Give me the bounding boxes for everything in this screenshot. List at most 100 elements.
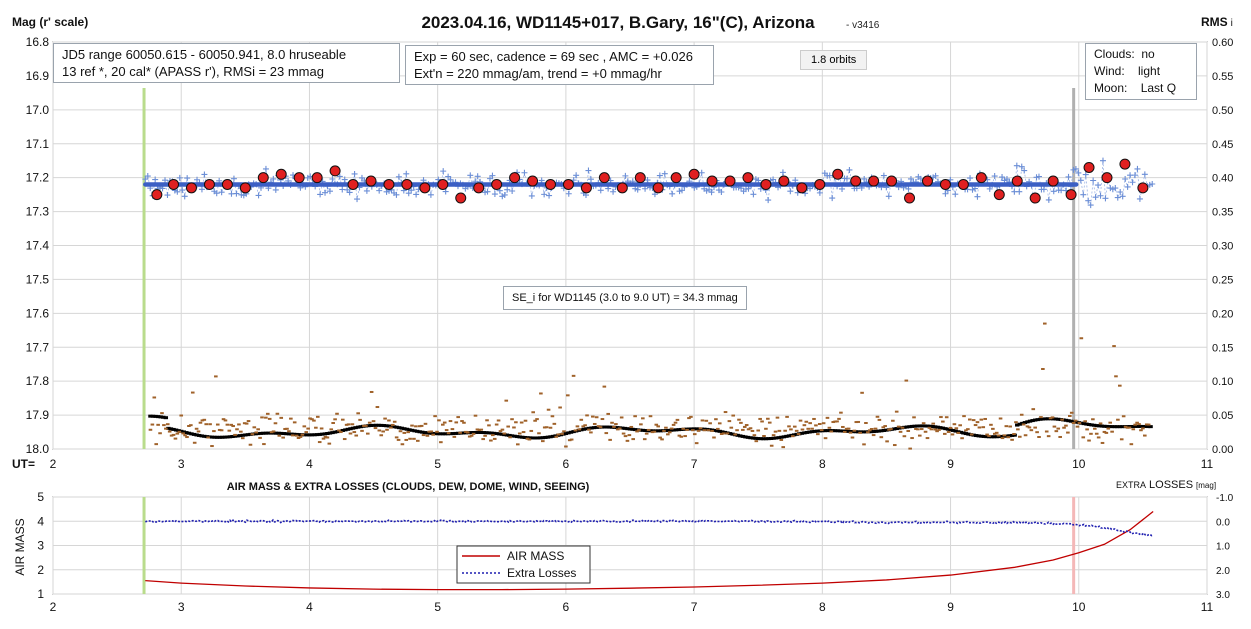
y2-tick-label: 0.40 bbox=[1212, 173, 1233, 185]
y2-axis-label-main: RMS bbox=[1201, 15, 1228, 29]
raw-mag-point bbox=[442, 188, 449, 195]
raw-mag-point bbox=[393, 191, 400, 198]
bottom-y-tick-label: 1 bbox=[37, 587, 44, 601]
raw-mag-point bbox=[1013, 162, 1020, 169]
raw-mag-point bbox=[1097, 192, 1104, 199]
raw-mag-point bbox=[787, 188, 794, 195]
raw-mag-point bbox=[198, 186, 205, 193]
raw-mag-point bbox=[1040, 186, 1047, 193]
raw-mag-point bbox=[467, 172, 474, 179]
y-tick-label: 17.3 bbox=[26, 205, 50, 219]
binned-point bbox=[329, 165, 341, 177]
binned-point bbox=[939, 178, 951, 190]
binned-point bbox=[275, 168, 287, 180]
binned-point bbox=[616, 182, 628, 194]
y2-tick-label: 0.20 bbox=[1212, 308, 1233, 320]
raw-mag-point bbox=[322, 189, 329, 196]
binned-point bbox=[562, 178, 574, 190]
binned-point bbox=[742, 172, 754, 184]
binned-point bbox=[257, 172, 269, 184]
binned-point bbox=[185, 182, 197, 194]
raw-mag-point bbox=[991, 173, 998, 180]
binned-point bbox=[778, 175, 790, 187]
binned-point bbox=[1047, 175, 1059, 187]
binned-point bbox=[814, 178, 826, 190]
raw-mag-point bbox=[144, 173, 151, 180]
bottom-x-tick-label: 7 bbox=[691, 600, 698, 614]
binned-point bbox=[904, 192, 916, 204]
binned-point bbox=[1029, 192, 1041, 204]
binned-point bbox=[706, 175, 718, 187]
raw-mag-point bbox=[932, 172, 939, 179]
legend: AIR MASS Extra Losses bbox=[456, 545, 591, 584]
raw-mag-point bbox=[420, 177, 427, 184]
info-box-jd-line-2: 13 ref *, 20 cal* (APASS r'), RMSi = 23 … bbox=[62, 64, 324, 79]
raw-mag-point bbox=[1087, 202, 1094, 209]
binned-point bbox=[1065, 189, 1077, 201]
binned-point bbox=[419, 182, 431, 194]
raw-mag-point bbox=[880, 172, 887, 179]
extra-losses-line bbox=[145, 518, 1154, 537]
raw-mag-point bbox=[1090, 177, 1097, 184]
binned-point bbox=[527, 175, 539, 187]
x-tick-label: 8 bbox=[819, 457, 826, 471]
raw-mag-point bbox=[489, 172, 496, 179]
binned-point bbox=[634, 172, 646, 184]
binned-point bbox=[796, 182, 808, 194]
raw-mag-point bbox=[255, 192, 262, 199]
bottom-x-tick-label: 10 bbox=[1072, 600, 1086, 614]
binned-point bbox=[509, 172, 521, 184]
weather-wind: Wind: light bbox=[1094, 64, 1161, 78]
raw-mag-point bbox=[610, 188, 617, 195]
raw-mag-point bbox=[491, 191, 498, 198]
y-tick-label: 17.4 bbox=[26, 239, 50, 253]
binned-point bbox=[1137, 182, 1149, 194]
raw-mag-point bbox=[233, 190, 240, 197]
raw-mag-point bbox=[1119, 193, 1126, 200]
binned-point bbox=[473, 182, 485, 194]
binned-point bbox=[365, 175, 377, 187]
raw-mag-point bbox=[194, 176, 201, 183]
binned-point bbox=[598, 172, 610, 184]
raw-mag-point bbox=[142, 176, 149, 183]
raw-mag-point bbox=[1077, 177, 1084, 184]
raw-mag-point bbox=[986, 185, 993, 192]
binned-point bbox=[688, 168, 700, 180]
raw-mag-point bbox=[779, 169, 786, 176]
raw-mag-point bbox=[1112, 185, 1119, 192]
raw-mag-point bbox=[1018, 163, 1025, 170]
binned-point bbox=[760, 178, 772, 190]
binned-point bbox=[832, 168, 844, 180]
raw-mag-point bbox=[201, 171, 208, 178]
raw-mag-point bbox=[346, 189, 353, 196]
weather-box: Clouds: no Wind: light Moon: Last Q bbox=[1085, 43, 1197, 100]
y2-tick-label: 0.45 bbox=[1212, 139, 1233, 151]
bottom-chart-title: AIR MASS & EXTRA LOSSES (CLOUDS, DEW, DO… bbox=[227, 481, 590, 493]
bottom-y-tick-label: 4 bbox=[37, 514, 44, 528]
raw-mag-point bbox=[521, 169, 528, 176]
bottom-y2-axis-label: EXTRA LOSSES [mag] bbox=[1116, 479, 1216, 491]
bottom-x-tick-label: 3 bbox=[178, 600, 185, 614]
raw-mag-point bbox=[218, 189, 225, 196]
bottom-y2-tick-label: 1.0 bbox=[1216, 542, 1230, 553]
y2-tick-label: 0.30 bbox=[1212, 241, 1233, 253]
x-tick-label: 2 bbox=[50, 457, 57, 471]
binned-point bbox=[168, 178, 180, 190]
raw-mag-point bbox=[1016, 188, 1023, 195]
x-tick-label: 5 bbox=[434, 457, 441, 471]
raw-mag-point bbox=[351, 170, 358, 177]
x-tick-label: 11 bbox=[1201, 457, 1214, 471]
bottom-x-tick-label: 11 bbox=[1201, 600, 1214, 614]
raw-mag-point bbox=[669, 190, 676, 197]
se-box: SE_i for WD1145 (3.0 to 9.0 UT) = 34.3 m… bbox=[503, 286, 747, 310]
raw-mag-point bbox=[1021, 167, 1028, 174]
binned-point bbox=[580, 182, 592, 194]
x-axis-label: UT= bbox=[12, 457, 35, 471]
binned-point bbox=[850, 175, 862, 187]
raw-mag-point bbox=[585, 167, 592, 174]
legend-box bbox=[456, 545, 591, 584]
raw-mag-point bbox=[750, 191, 757, 198]
raw-mag-point bbox=[262, 165, 269, 172]
legend-airmass-label: AIR MASS bbox=[507, 549, 564, 563]
